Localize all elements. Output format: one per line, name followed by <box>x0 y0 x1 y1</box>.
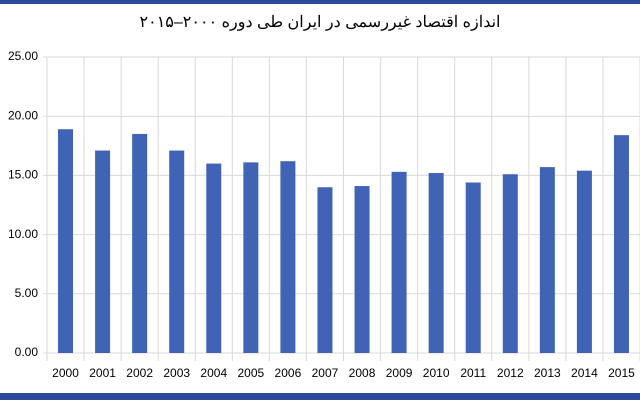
y-tick-label: 20.00 <box>8 108 38 122</box>
bar <box>317 187 333 353</box>
top-border <box>0 0 640 4</box>
bar <box>613 135 629 353</box>
y-tick-label: 25.00 <box>8 49 38 63</box>
chart-title: اندازه اقتصاد غیررسمی در ایران طی دوره ۲… <box>140 14 501 31</box>
x-tick-label: 2010 <box>423 366 450 380</box>
x-tick-label: 2009 <box>386 366 413 380</box>
x-tick-label: 2012 <box>497 366 524 380</box>
bar <box>539 167 555 353</box>
x-tick-label: 2006 <box>275 366 302 380</box>
x-tick-label: 2005 <box>237 366 264 380</box>
x-tick-label: 2001 <box>89 366 116 380</box>
bar <box>58 129 74 353</box>
x-tick-label: 2000 <box>52 366 79 380</box>
bar <box>206 163 222 353</box>
bar <box>502 174 518 353</box>
x-tick-label: 2004 <box>200 366 227 380</box>
x-tick-label: 2008 <box>349 366 376 380</box>
bottom-border <box>0 393 640 400</box>
bar <box>391 171 407 353</box>
x-tick-label: 2013 <box>534 366 561 380</box>
bar <box>428 173 444 353</box>
x-tick-label: 2011 <box>460 366 486 380</box>
y-tick-label: 10.00 <box>8 227 38 241</box>
x-tick-label: 2014 <box>571 366 598 380</box>
y-tick-label: 5.00 <box>15 286 39 300</box>
x-tick-label: 2007 <box>312 366 339 380</box>
bar <box>243 162 259 353</box>
bar <box>576 170 592 353</box>
bar <box>132 133 148 353</box>
x-tick-label: 2015 <box>608 366 635 380</box>
bar <box>465 182 481 353</box>
y-tick-label: 15.00 <box>8 168 38 182</box>
x-tick-label: 2003 <box>163 366 190 380</box>
x-tick-label: 2002 <box>126 366 153 380</box>
y-tick-label: 0.00 <box>15 345 39 359</box>
bar <box>280 161 296 353</box>
bar <box>169 150 185 353</box>
bar <box>95 150 111 353</box>
bar <box>354 186 370 353</box>
